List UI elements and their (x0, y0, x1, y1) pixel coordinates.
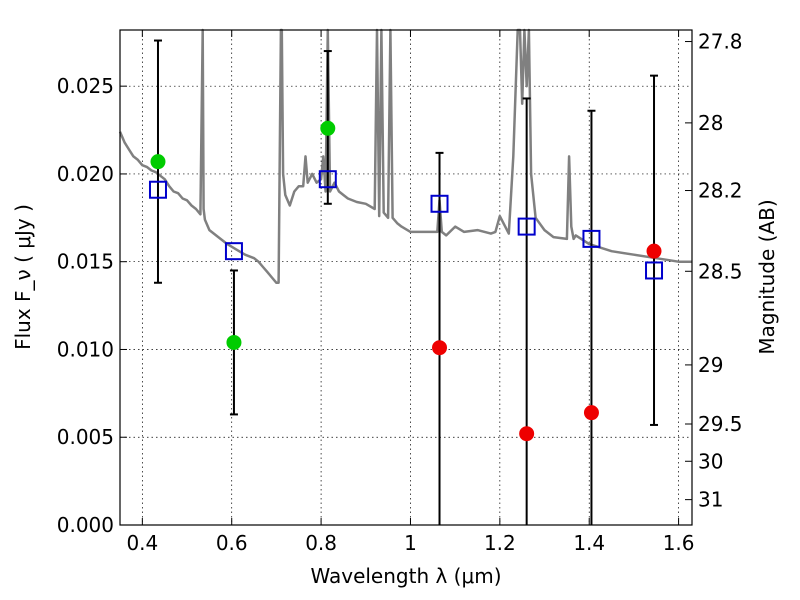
y-tick-label: 0.015 (57, 250, 114, 274)
photometry-square-marker (517, 217, 536, 236)
right-tick-label: 27.8 (698, 30, 743, 54)
measurement-dot (519, 426, 535, 442)
photometry-square-marker (582, 229, 601, 248)
right-tick-label: 28 (698, 111, 723, 135)
measurement-dot (432, 340, 448, 356)
right-tick-label: 28.2 (698, 179, 743, 203)
photometry-square-marker (430, 194, 449, 213)
y-tick-label: 0.020 (57, 162, 114, 186)
photometry-square-marker (148, 180, 167, 199)
measurement-dot (320, 120, 336, 136)
measurement-dot (646, 243, 662, 259)
y-tick-label: 0.000 (57, 513, 114, 537)
spectrum-layer (118, 28, 692, 285)
measurement-dot (583, 405, 599, 421)
x-tick-label: 0.4 (126, 531, 158, 555)
y-tick-label: 0.025 (57, 74, 114, 98)
right-tick-label: 30 (698, 449, 723, 473)
errorbar-layer (153, 39, 659, 525)
spectrum-line (118, 28, 692, 285)
right-tick-label: 29.5 (698, 412, 743, 436)
y-tick-label: 0.010 (57, 337, 114, 361)
tick-layer: 0.4 0.6 0.8 1 1.2 1.4 1.6 0.000 0.005 0.010 0.015 0… (57, 30, 743, 555)
grid (120, 30, 692, 526)
x-tick-label: 1 (404, 531, 417, 555)
x-tick-label: 1.2 (484, 531, 516, 555)
x-tick-label: 1.6 (663, 531, 695, 555)
right-tick-label: 29 (698, 353, 723, 377)
x-tick-label: 0.8 (305, 531, 337, 555)
marker-layer (148, 120, 664, 442)
y-tick-label: 0.005 (57, 425, 114, 449)
right-tick-label: 28.5 (698, 259, 743, 283)
photometry-square-marker (645, 261, 664, 280)
x-tick-label: 0.6 (216, 531, 248, 555)
y-axis-label: Flux F_ν ( μJy ) (11, 204, 35, 350)
measurement-dot (226, 334, 242, 350)
right-axis-label: Magnitude (AB) (755, 199, 779, 354)
x-axis-label: Wavelength λ (μm) (310, 564, 501, 588)
right-tick-label: 31 (698, 488, 723, 512)
photometry-square-marker (224, 242, 243, 261)
measurement-dot (150, 154, 166, 170)
x-tick-label: 1.4 (573, 531, 605, 555)
photometry-square-marker (318, 170, 337, 189)
plot-frame (119, 29, 693, 526)
